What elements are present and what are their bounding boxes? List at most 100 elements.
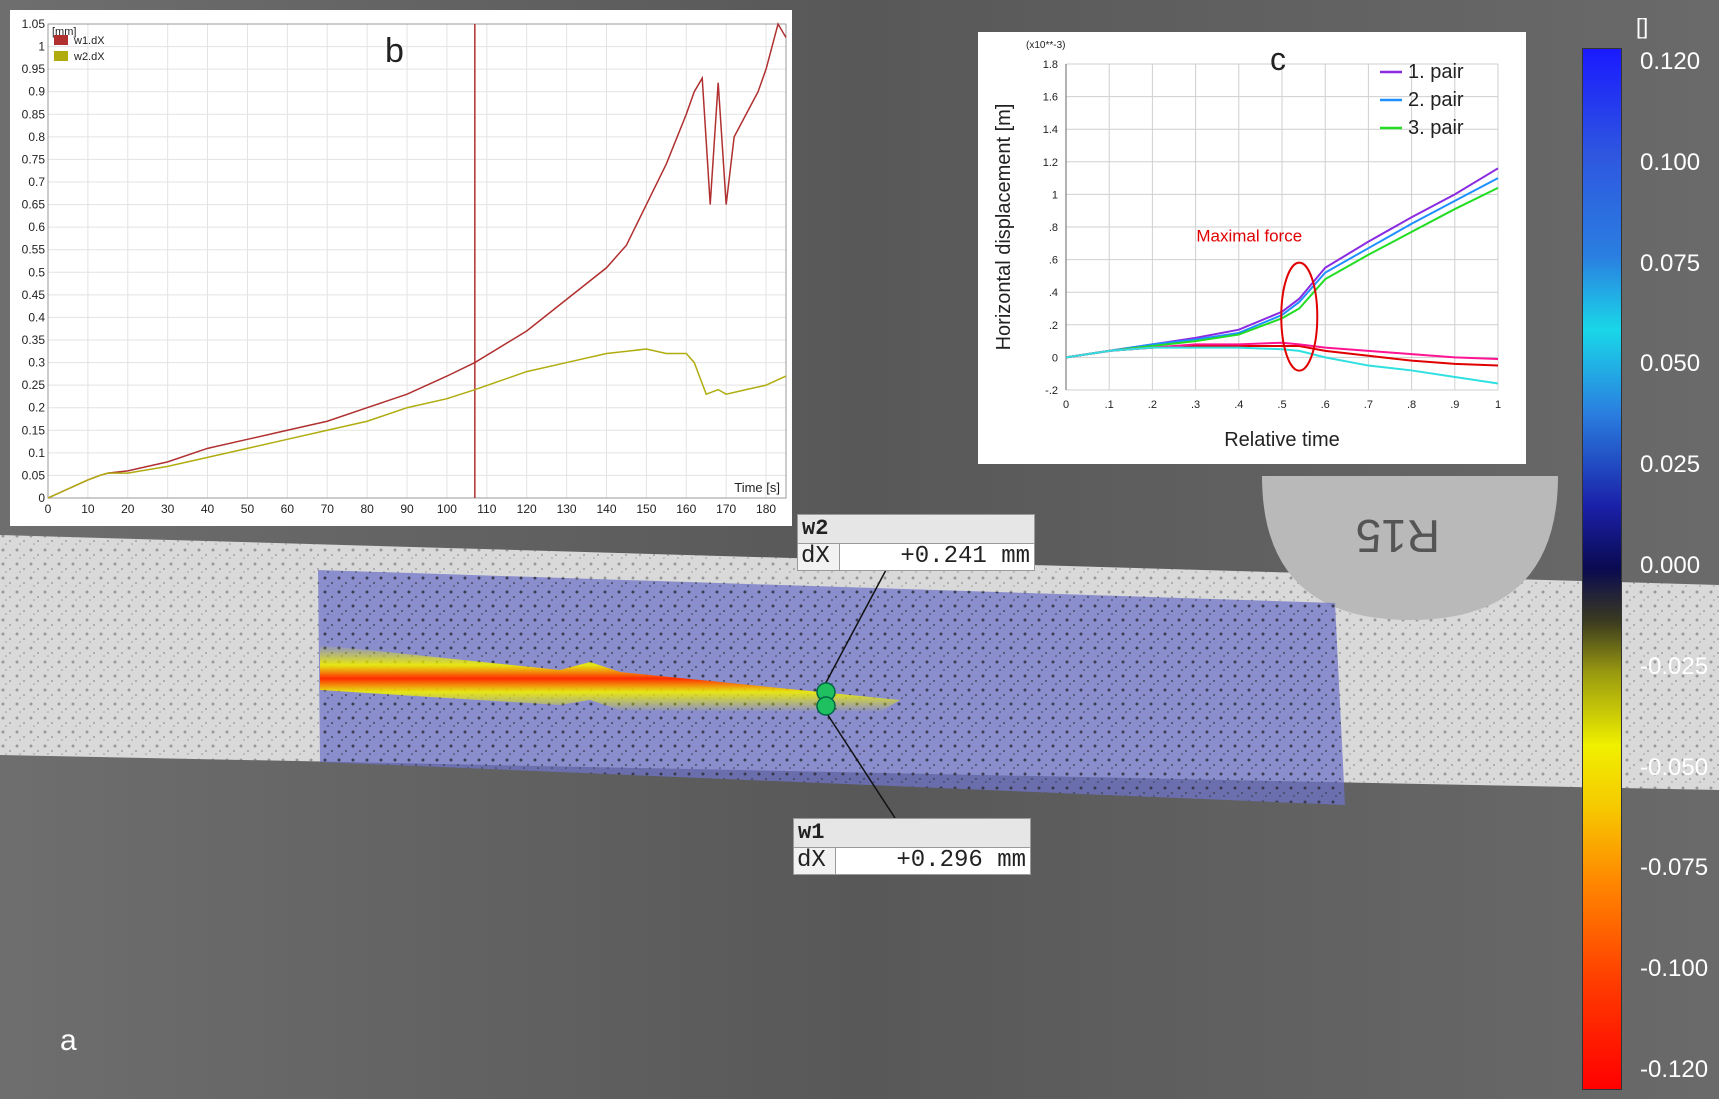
color-scale-tick: 0.025 bbox=[1640, 451, 1701, 479]
x-axis-label: Relative time bbox=[1224, 429, 1340, 451]
legend-label: 1. pair bbox=[1408, 61, 1464, 83]
probe-quantity: dX bbox=[794, 848, 836, 874]
y-tick-label: 0.35 bbox=[22, 333, 46, 347]
probe-w1: w1 dX +0.296 mm bbox=[793, 818, 1031, 875]
x-tick-label: 1 bbox=[1495, 399, 1501, 411]
y-tick-label: 0.5 bbox=[28, 265, 45, 279]
color-scale-tick: 0.100 bbox=[1640, 148, 1701, 176]
y-tick-label: 1.05 bbox=[22, 17, 46, 31]
x-tick-label: 160 bbox=[676, 502, 696, 516]
x-tick-label: 30 bbox=[161, 502, 175, 516]
x-tick-label: .3 bbox=[1191, 399, 1200, 411]
y-tick-label: -.2 bbox=[1045, 385, 1058, 397]
legend-label: 2. pair bbox=[1408, 89, 1464, 111]
x-tick-label: 40 bbox=[201, 502, 215, 516]
x-tick-label: .2 bbox=[1148, 399, 1157, 411]
y-tick-label: 1.4 bbox=[1043, 124, 1058, 136]
x-tick-label: .6 bbox=[1321, 399, 1330, 411]
color-scale-tick: -0.120 bbox=[1640, 1056, 1709, 1083]
chart-c-panel: 0.1.2.3.4.5.6.7.8.9 1 1.8 1.6 1.4 1.2 1.8.6.4.… bbox=[978, 32, 1526, 464]
support-roller bbox=[1262, 476, 1558, 620]
color-scale-tick: -0.050 bbox=[1640, 753, 1709, 781]
panel-letter-b: b bbox=[385, 32, 404, 70]
y-tick-label: 0.4 bbox=[28, 310, 45, 324]
legend-label: w1.dX bbox=[73, 35, 105, 47]
series-line-w1.dX bbox=[47, 22, 787, 499]
color-scale-bar bbox=[1582, 48, 1622, 1090]
probe-w2: w2 dX +0.241 mm bbox=[797, 514, 1035, 571]
x-tick-label: 110 bbox=[477, 502, 496, 516]
probe-value: +0.241 mm bbox=[840, 544, 1034, 570]
color-scale-tick: 0.050 bbox=[1640, 350, 1701, 378]
x-tick-label: 10 bbox=[81, 502, 95, 516]
y-tick-label: 1.8 bbox=[1043, 59, 1058, 71]
x-tick-label: .4 bbox=[1234, 399, 1243, 411]
annotation-maximal-force: Maximal force bbox=[1196, 227, 1302, 246]
color-scale-unit: [] bbox=[1636, 14, 1649, 39]
probe-name: w2 bbox=[798, 515, 1034, 544]
x-tick-label: 120 bbox=[517, 502, 537, 516]
y-tick-label: 0.55 bbox=[22, 243, 46, 257]
x-tick-label: .5 bbox=[1277, 399, 1286, 411]
legend-label: w2.dX bbox=[73, 51, 105, 63]
y-tick-label: 0.25 bbox=[22, 378, 46, 392]
y-tick-label: 0.2 bbox=[28, 401, 45, 415]
x-tick-label: .7 bbox=[1364, 399, 1373, 411]
y-tick-label: .6 bbox=[1049, 255, 1058, 267]
x-tick-label: 90 bbox=[400, 502, 414, 516]
x-tick-label: 70 bbox=[321, 502, 335, 516]
panel-letter-a: a bbox=[60, 1024, 77, 1057]
plot-frame bbox=[47, 23, 787, 499]
y-tick-label: 0 bbox=[38, 491, 45, 505]
x-tick-label: 50 bbox=[241, 502, 255, 516]
y-tick-label: 0.85 bbox=[22, 107, 46, 121]
series-line-w2.dX bbox=[47, 348, 787, 499]
y-tick-label: 0.05 bbox=[22, 468, 46, 482]
legend-label: 3. pair bbox=[1408, 117, 1464, 139]
chart-b-panel: 0 10 20 30 40 50 60 70 80 90 100 110 120 130 140 150 160… bbox=[10, 10, 792, 526]
x-axis-label: Time [s] bbox=[734, 480, 780, 495]
y-tick-label: .8 bbox=[1049, 222, 1058, 234]
x-tick-label: 140 bbox=[596, 502, 616, 516]
x-tick-label: 80 bbox=[360, 502, 374, 516]
color-scale-tick: -0.025 bbox=[1640, 652, 1709, 680]
x-tick-label: 0 bbox=[1063, 399, 1069, 411]
y-tick-label: 0.6 bbox=[28, 220, 45, 234]
max-force-ellipse bbox=[1280, 261, 1319, 372]
y-tick-label: 1.6 bbox=[1043, 92, 1058, 104]
x-tick-label: .9 bbox=[1450, 399, 1459, 411]
y-tick-label: 0.95 bbox=[22, 62, 46, 76]
color-scale-tick: 0.000 bbox=[1640, 552, 1701, 579]
x-tick-label: 130 bbox=[557, 502, 577, 516]
y-tick-label: 0.65 bbox=[22, 198, 46, 212]
x-tick-label: 150 bbox=[636, 502, 656, 516]
x-tick-label: 0 bbox=[45, 502, 52, 516]
color-scale-tick: -0.100 bbox=[1640, 955, 1709, 983]
probe-value: +0.296 mm bbox=[836, 848, 1030, 874]
y-tick-label: 1 bbox=[38, 40, 45, 54]
y-tick-label: 0.15 bbox=[22, 423, 46, 437]
y-tick-label: 0 bbox=[1052, 352, 1058, 364]
y-tick-label: 1.2 bbox=[1043, 157, 1058, 169]
legend-swatch bbox=[54, 35, 68, 45]
y-tick-label: 0.8 bbox=[28, 130, 45, 144]
x-tick-label: 170 bbox=[716, 502, 736, 516]
series-line bbox=[1065, 346, 1499, 385]
chart-b: 0 10 20 30 40 50 60 70 80 90 100 110 120 130 140 150 160… bbox=[22, 17, 787, 516]
y-tick-label: 0.1 bbox=[28, 446, 45, 460]
x-tick-label: .1 bbox=[1105, 399, 1114, 411]
y-tick-label: 0.7 bbox=[28, 175, 45, 189]
color-scale-tick: 0.120 bbox=[1640, 48, 1701, 75]
x-tick-label: .8 bbox=[1407, 399, 1416, 411]
series-line bbox=[1065, 177, 1499, 359]
probe-quantity: dX bbox=[798, 544, 840, 570]
y-tick-label: .4 bbox=[1049, 287, 1058, 299]
y-tick-label: 0.75 bbox=[22, 152, 46, 166]
series-line bbox=[1065, 186, 1499, 359]
y-tick-label: 0.3 bbox=[28, 356, 45, 370]
roller-mark: R15 bbox=[1356, 510, 1440, 562]
chart-c: 0.1.2.3.4.5.6.7.8.9 11.81.61.41.21.8.6.4.… bbox=[993, 40, 1501, 451]
probe-name: w1 bbox=[794, 819, 1030, 848]
y-tick-label: 1 bbox=[1052, 189, 1058, 201]
color-scale-tick: 0.075 bbox=[1640, 249, 1701, 277]
